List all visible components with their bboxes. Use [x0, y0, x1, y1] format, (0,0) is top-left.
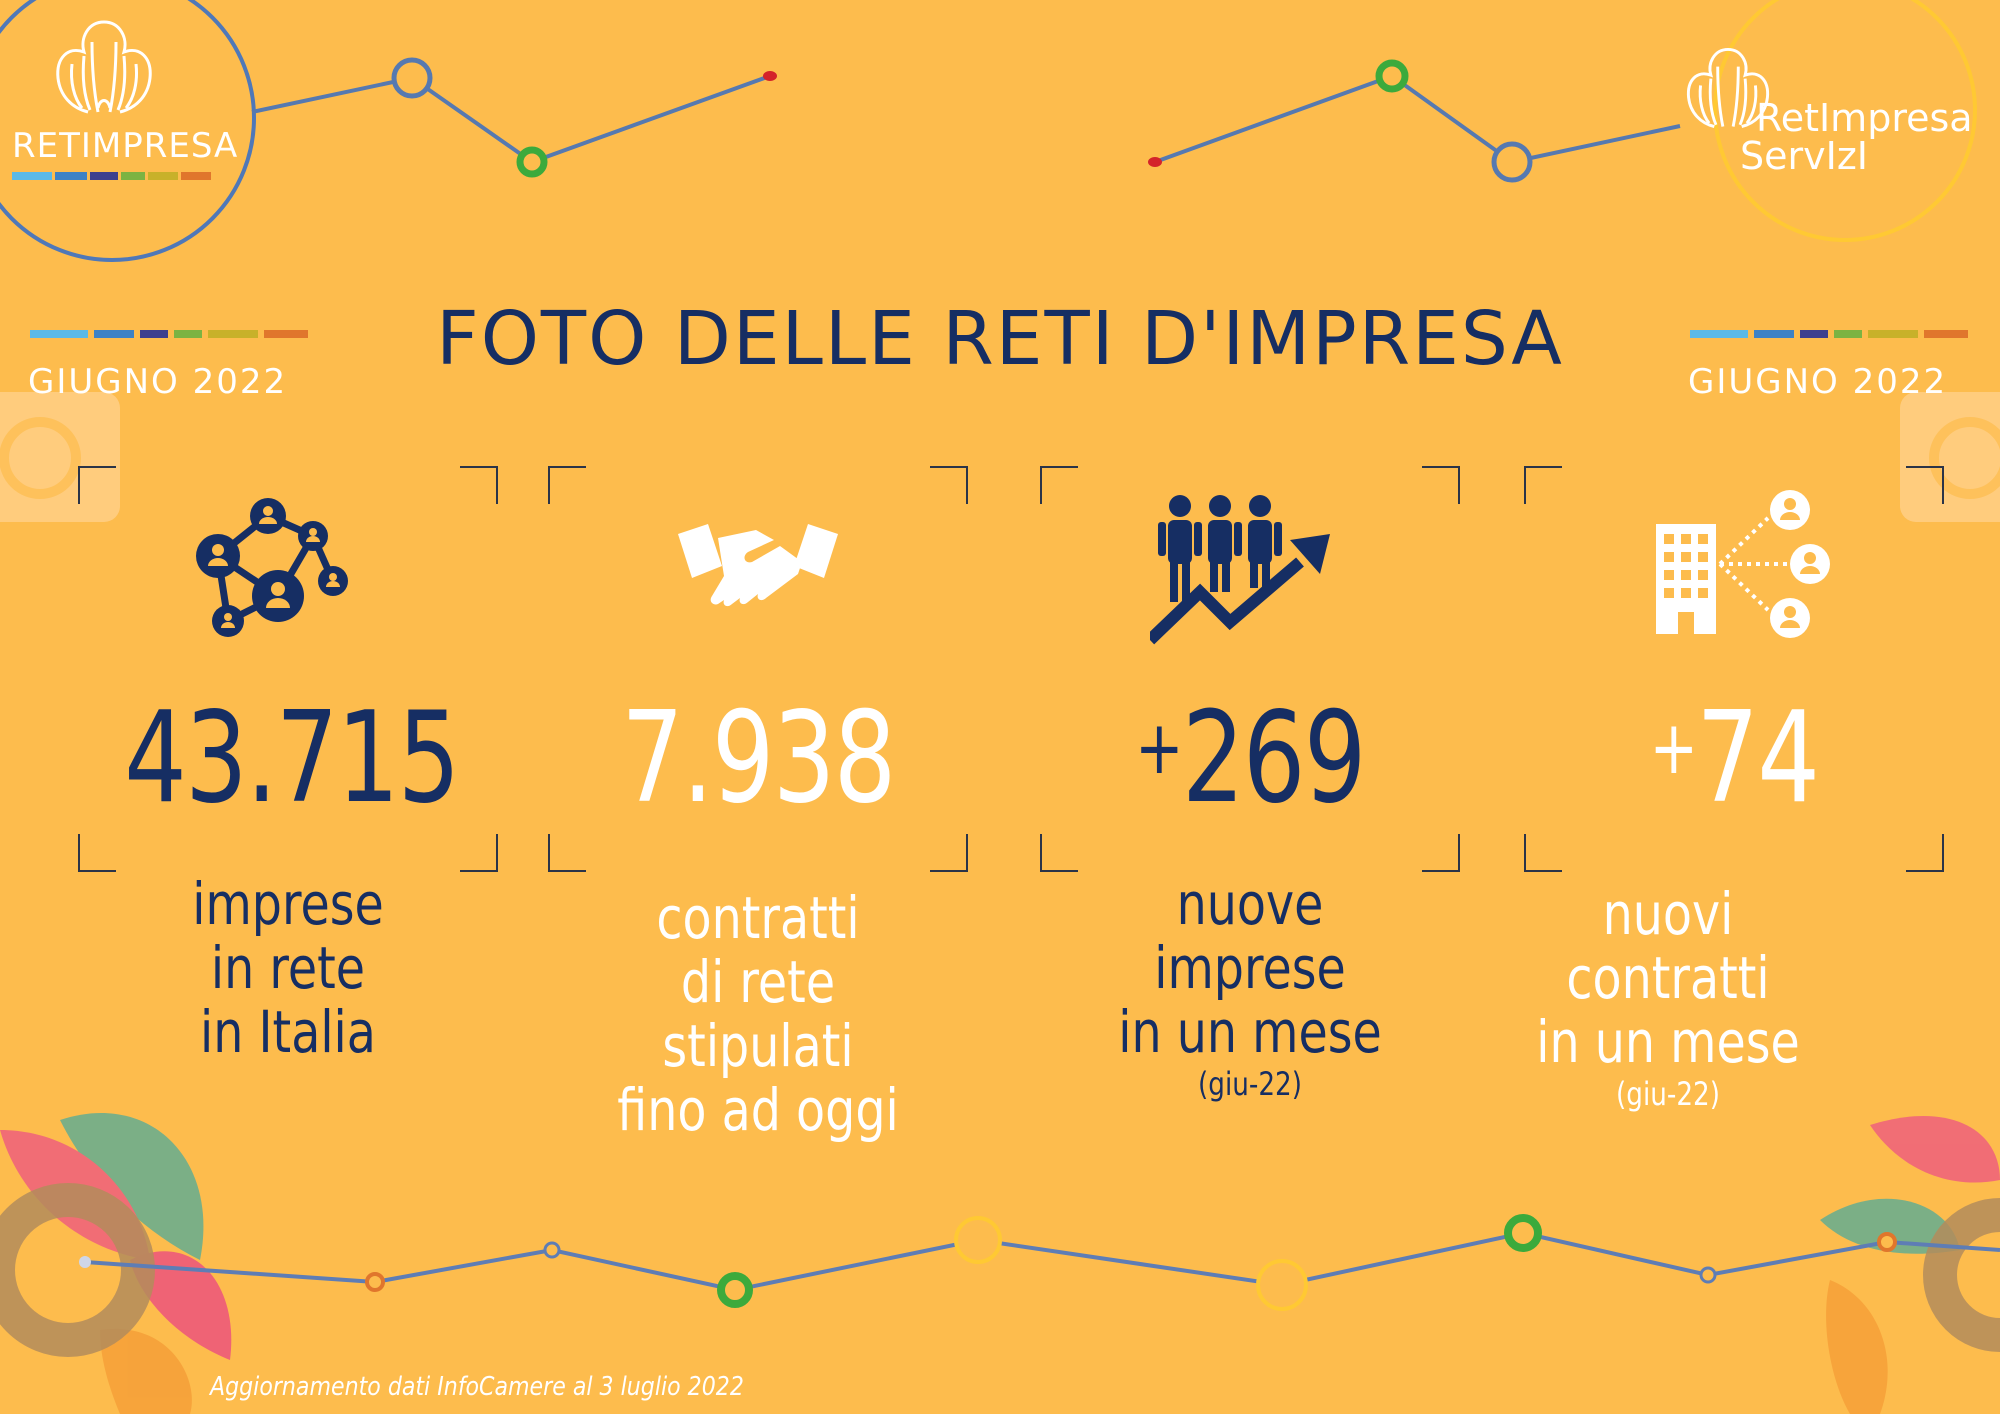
eagle-logo-icon — [56, 20, 152, 114]
network-people-icon — [196, 498, 348, 637]
stat-caption-line: in un mese — [1118, 998, 1382, 1066]
decor-ring-right — [1923, 1198, 2000, 1352]
stat-caption: nuovi contratti in un mese (giu-22) — [1496, 882, 1840, 1114]
decor-circle-left — [0, 0, 256, 262]
ribbon-left — [30, 330, 308, 338]
ribbon-right — [1690, 330, 1968, 338]
stat-caption-line: di rete stipulati — [662, 948, 854, 1080]
stat-value-prefix: + — [1649, 705, 1698, 791]
stat-value: 7.938 — [621, 684, 896, 831]
logo-color-bars — [12, 172, 211, 180]
stat-caption-line: in rete — [210, 934, 366, 1002]
stat-card-imprese: 43.715 imprese in rete in Italia — [78, 466, 498, 1096]
stat-card-nuove-imprese: +269 nuove imprese in un mese (giu-22) — [1040, 466, 1460, 1103]
stat-card-nuovi-contratti: +74 nuovi contratti in un mese (giu-22) — [1524, 466, 1944, 1113]
date-left: GIUGNO 2022 — [28, 362, 288, 402]
logo-brand-line2: ServIzI — [1740, 134, 1868, 178]
stat-value-prefix: + — [1135, 705, 1183, 791]
stat-caption: contratti di rete stipulati fino ad oggi — [586, 886, 930, 1142]
stat-caption-line: nuovi contratti — [1566, 880, 1770, 1012]
stat-caption-line: nuove imprese — [1154, 870, 1346, 1002]
page-title: FOTO DELLE RETI D'IMPRESA — [436, 296, 1564, 382]
decor-circle-right — [1713, 0, 1977, 242]
stat-caption-line: imprese — [192, 870, 384, 938]
building-network-icon — [1656, 490, 1830, 638]
decor-ring-left — [0, 1183, 155, 1357]
handshake-icon — [678, 524, 838, 607]
stat-caption-line: in un mese — [1536, 1008, 1800, 1076]
stat-caption-line: contratti — [656, 884, 860, 952]
eagle-logo-icon — [1687, 47, 1769, 128]
decor-line-top-left — [251, 74, 771, 165]
date-right: GIUGNO 2022 — [1688, 362, 1948, 402]
stat-caption: imprese in rete in Italia — [116, 872, 460, 1064]
logo-brand-line1: RetImpresa — [1756, 96, 1973, 140]
stat-card-contratti: 7.938 contratti di rete stipulati fino a… — [548, 466, 968, 1142]
decor-line-top-right — [1154, 73, 1681, 165]
stat-value: +269 — [1086, 684, 1414, 831]
decor-line-bottom — [84, 1230, 2000, 1293]
data-source-footnote: Aggiornamento dati InfoCamere al 3 lugli… — [210, 1372, 744, 1402]
stat-period: (giu-22) — [1616, 1075, 1720, 1113]
retimpresa-logo: RETIMPRESA — [0, 0, 260, 270]
stat-value-number: 74 — [1696, 684, 1820, 831]
stat-period: (giu-22) — [1198, 1065, 1302, 1103]
stat-caption-line: fino ad oggi — [617, 1076, 899, 1144]
stat-value: +74 — [1570, 684, 1898, 831]
stat-caption: nuove imprese in un mese (giu-22) — [1078, 872, 1422, 1104]
decor-petals-right — [1820, 1116, 2000, 1414]
logo-brand-text: RETIMPRESA — [12, 126, 239, 166]
retimpresa-servizi-logo: RetImpresa ServIzI — [1640, 0, 2000, 250]
stat-value: 43.715 — [124, 684, 460, 831]
people-growth-icon — [1150, 495, 1330, 645]
stat-caption-line: in Italia — [200, 998, 376, 1066]
stat-value-number: 269 — [1181, 684, 1366, 831]
